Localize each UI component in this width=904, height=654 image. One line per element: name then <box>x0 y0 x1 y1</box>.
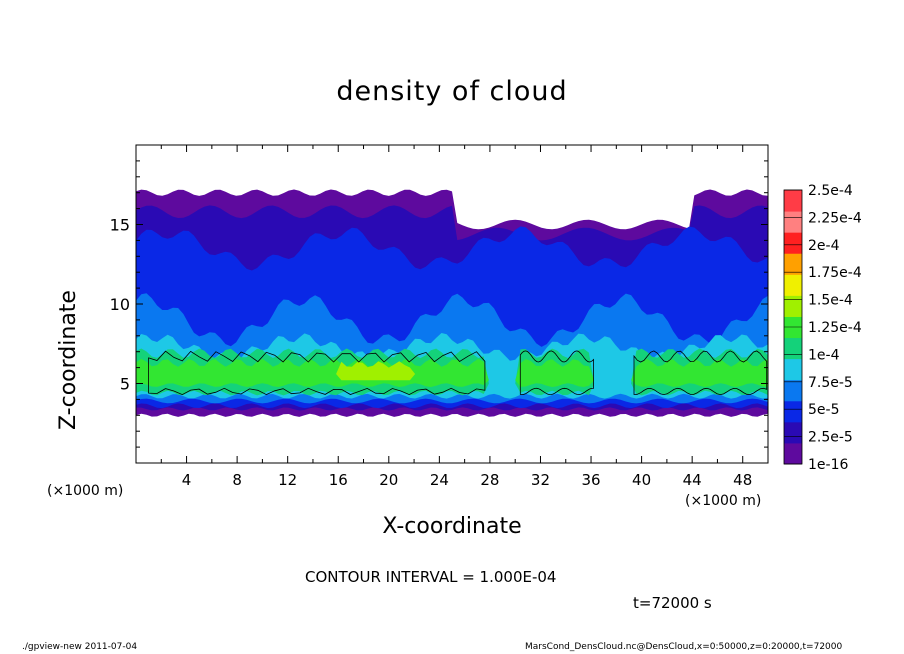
colorbar-label: 2e-4 <box>808 238 840 254</box>
chart-title: density of cloud <box>336 76 568 107</box>
colorbar-label: 7.5e-5 <box>808 375 853 391</box>
x-tick-label: 32 <box>531 471 550 489</box>
colorbar-label: 2.25e-4 <box>808 210 862 226</box>
x-tick-label: 4 <box>182 471 192 489</box>
x-axis: 4 8 12 16 20 24 28 32 36 40 44 48 <box>160 145 752 489</box>
x-unit-right: (×1000 m) <box>685 493 762 509</box>
footer-right: MarsCond_DensCloud.nc@DensCloud,x=0:5000… <box>525 642 843 652</box>
colorbar: 2.5e-4 2.25e-4 2e-4 1.75e-4 1.5e-4 1.25e-4 1e-… <box>783 183 862 473</box>
colorbar-label: 2.5e-4 <box>808 183 853 199</box>
y-tick-label: 5 <box>120 375 130 394</box>
footer-left: ./gpview-new 2011-07-04 <box>22 642 138 652</box>
colorbar-segment <box>784 295 802 317</box>
contour-line <box>148 350 768 396</box>
x-tick-label: 36 <box>581 471 600 489</box>
colorbar-label: 2.5e-5 <box>808 430 853 446</box>
x-unit-left: (×1000 m) <box>47 483 124 499</box>
colorbar-segment <box>784 211 802 233</box>
cloud-region-lime <box>136 358 768 387</box>
density-field <box>136 189 768 417</box>
colorbar-segment <box>784 274 802 296</box>
x-tick-label: 8 <box>232 471 242 489</box>
colorbar-label: 1e-4 <box>808 347 840 363</box>
x-tick-label: 12 <box>278 471 297 489</box>
y-axis-label: Z-coordinate <box>56 290 81 430</box>
x-tick-label: 44 <box>683 471 702 489</box>
colorbar-label: 1.25e-4 <box>808 320 862 336</box>
colorbar-segment <box>784 358 802 381</box>
colorbar-segment <box>784 190 802 212</box>
colorbar-segment <box>784 379 802 402</box>
colorbar-label: 1e-16 <box>808 457 848 473</box>
colorbar-label: 1.75e-4 <box>808 265 862 281</box>
x-tick-label: 40 <box>632 471 651 489</box>
x-tick-label: 16 <box>329 471 348 489</box>
y-tick-label: 15 <box>110 216 130 235</box>
colorbar-segment <box>784 253 802 275</box>
colorbar-segment <box>784 442 802 465</box>
x-tick-label: 20 <box>379 471 398 489</box>
contour-interval-note: CONTOUR INTERVAL = 1.000E-04 <box>305 568 557 586</box>
x-tick-label: 24 <box>430 471 449 489</box>
colorbar-label: 5e-5 <box>808 402 839 418</box>
colorbar-segment <box>784 232 802 254</box>
y-axis: 5 10 15 <box>110 160 768 448</box>
y-tick-label: 10 <box>110 295 130 314</box>
time-label: t=72000 s <box>633 594 712 612</box>
colorbar-label: 1.5e-4 <box>808 293 853 309</box>
x-tick-label: 48 <box>733 471 752 489</box>
colorbar-segment <box>784 421 802 444</box>
x-tick-label: 28 <box>480 471 499 489</box>
colorbar-segment <box>784 400 802 423</box>
colorbar-segment <box>784 337 802 360</box>
x-axis-label: X-coordinate <box>382 514 522 539</box>
